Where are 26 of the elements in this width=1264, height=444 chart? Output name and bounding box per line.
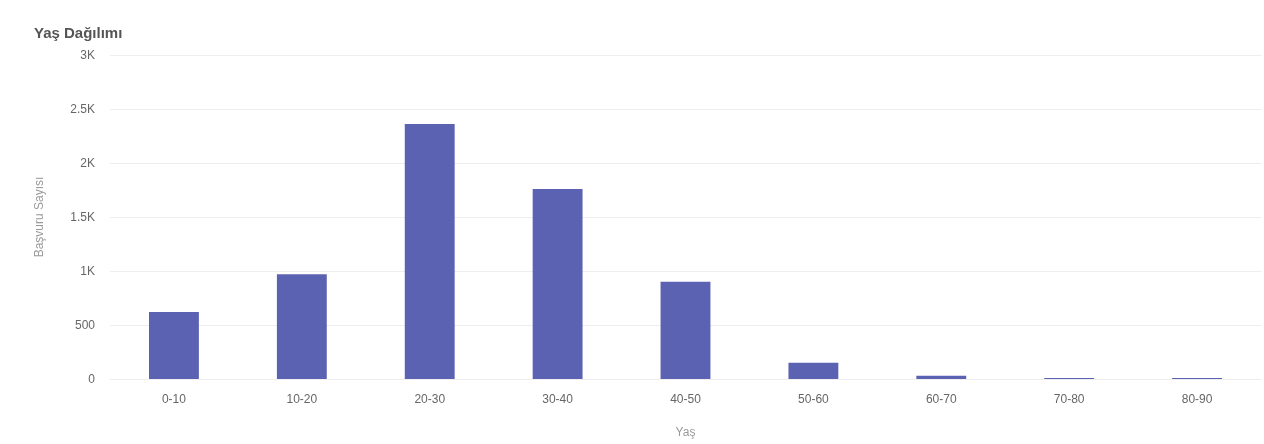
x-tick-label: 30-40 (542, 392, 574, 406)
bar (788, 362, 839, 379)
y-axis-title: Başvuru Sayısı (32, 176, 46, 258)
x-tick-label: 10-20 (286, 392, 318, 406)
bar (916, 375, 967, 379)
x-tick-label: 0-10 (161, 392, 187, 406)
chart-title: Yaş Dağılımı (34, 24, 123, 41)
x-tick-label: 70-80 (1053, 392, 1085, 406)
x-tick-label: 50-60 (798, 392, 830, 406)
y-tick-label: 1K (80, 264, 95, 278)
y-tick-label: 2.5K (70, 102, 95, 116)
x-axis-title: Yaş (675, 425, 696, 439)
y-tick-label: 0 (88, 372, 96, 386)
y-tick-label: 3K (80, 48, 95, 62)
bar (149, 312, 199, 379)
bar (532, 188, 583, 379)
x-tick-label: 60-70 (925, 392, 957, 406)
bar (660, 281, 711, 379)
bar (276, 274, 327, 379)
bar (404, 124, 455, 379)
y-tick-label: 2K (80, 156, 95, 170)
x-tick-label: 20-30 (414, 392, 446, 406)
x-tick-label: 80-90 (1181, 392, 1213, 406)
x-tick-label: 40-50 (670, 392, 702, 406)
y-tick-label: 1.5K (70, 210, 95, 224)
y-tick-label: 500 (74, 318, 96, 332)
